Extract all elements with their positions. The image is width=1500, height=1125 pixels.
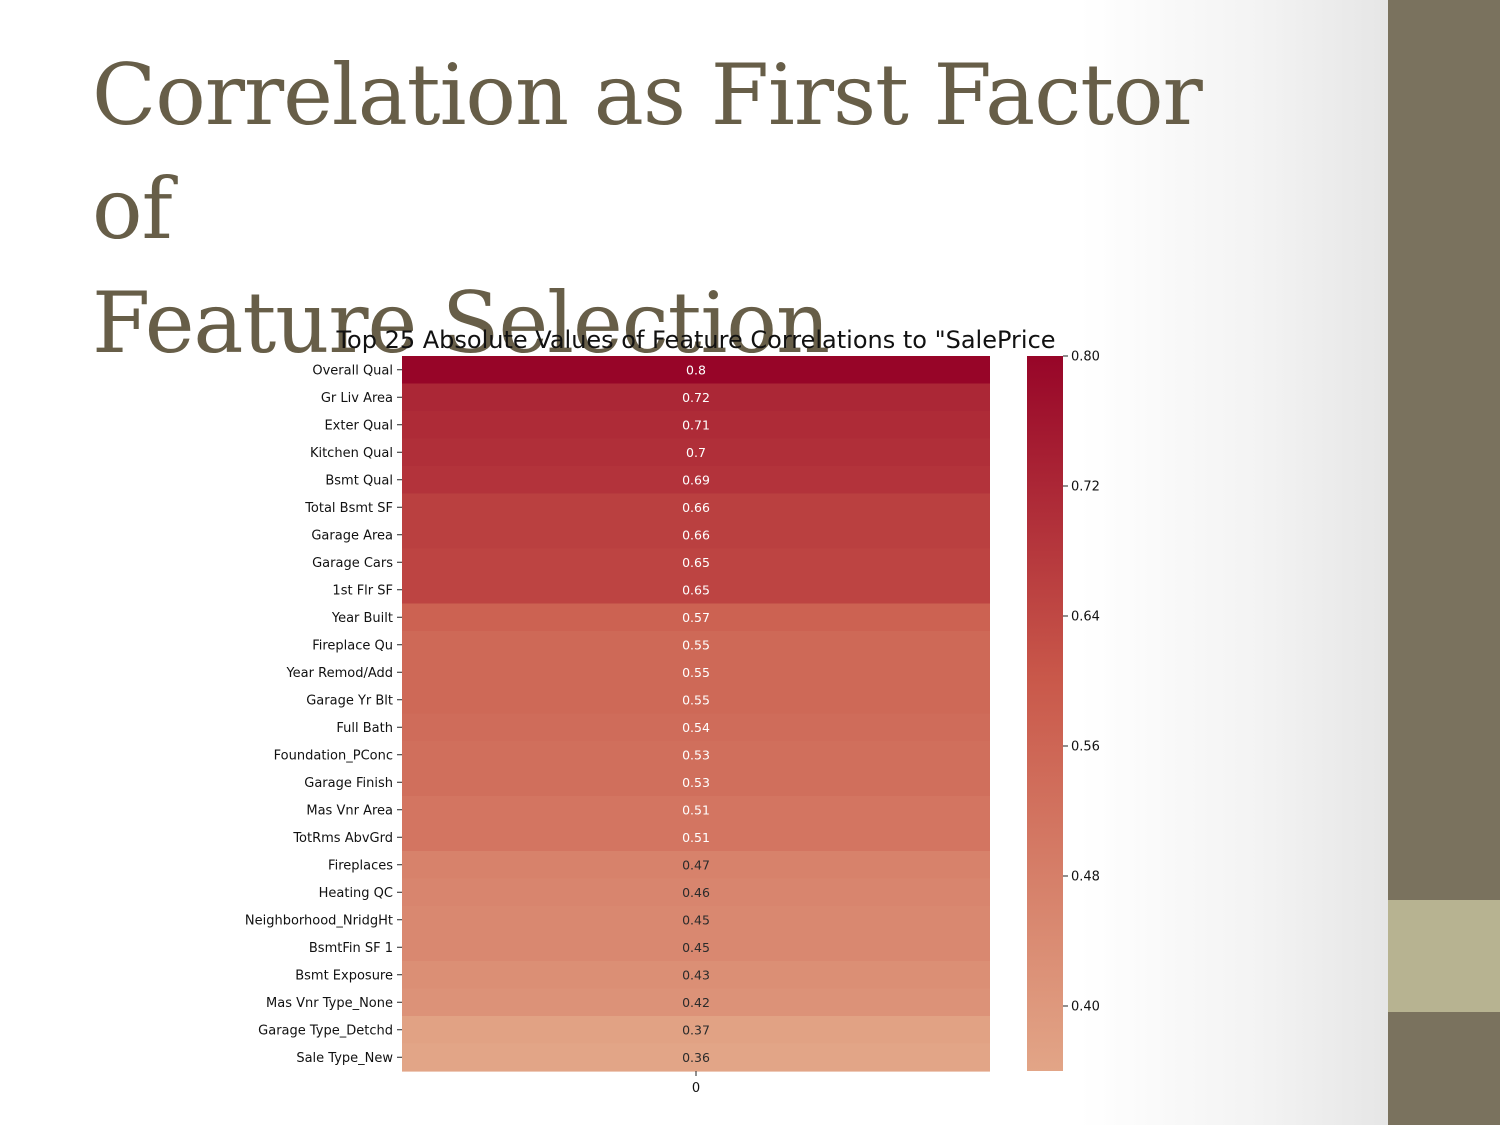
- heatmap-cell: [402, 356, 990, 385]
- heatmap-cell-value: 0.46: [682, 885, 710, 900]
- heatmap-row-label: Fireplaces: [328, 858, 393, 873]
- heatmap-row-labels: Overall Qual Gr Liv Area Exter Qual Kitchen…: [245, 363, 402, 1066]
- heatmap-cell-value: 0.65: [682, 582, 710, 597]
- x-tick-label: 0: [692, 1081, 700, 1096]
- heatmap-row-label: Fireplace Qu: [312, 638, 393, 653]
- heatmap-row-label: Exter Qual: [324, 418, 393, 433]
- heatmap-cell: [402, 741, 990, 770]
- heatmap-row-label: BsmtFin SF 1: [309, 941, 393, 956]
- colorbar-tick-label: 0.80: [1071, 350, 1100, 365]
- heatmap-cell: [402, 906, 990, 935]
- heatmap-row-label: Kitchen Qual: [310, 446, 393, 461]
- heatmap-cell: [402, 438, 990, 467]
- heatmap-row-label: Bsmt Qual: [325, 473, 393, 488]
- heatmap-cell: [402, 411, 990, 440]
- heatmap-cell: [402, 631, 990, 660]
- heatmap-row-label: Neighborhood_NridgHt: [245, 913, 393, 928]
- heatmap-cell-value: 0.45: [682, 912, 710, 927]
- heatmap-row-label: 1st Flr SF: [332, 583, 393, 598]
- heatmap-cell: [402, 658, 990, 687]
- heatmap-row-label: TotRms AbvGrd: [292, 831, 393, 846]
- heatmap-row-label: Garage Yr Blt: [306, 693, 393, 708]
- heatmap-cell-value: 0.51: [682, 802, 710, 817]
- colorbar-tick-label: 0.48: [1071, 870, 1100, 885]
- right-band-accent-block: [1388, 900, 1500, 1012]
- heatmap-cell: [402, 933, 990, 962]
- heatmap-row-label: Mas Vnr Type_None: [266, 996, 393, 1011]
- heatmap-row-label: Garage Type_Detchd: [258, 1023, 393, 1038]
- heatmap-cell-value: 0.57: [682, 610, 710, 625]
- colorbar-gradient: [1027, 356, 1063, 1071]
- heatmap-cell: [402, 851, 990, 880]
- heatmap-cells: 0.8 0.72 0.71 0.7 0.69 0.66 0.66 0.65 0.65 0.57 0.…: [402, 356, 990, 1072]
- heatmap-cell-value: 0.71: [682, 417, 710, 432]
- heatmap-cell: [402, 603, 990, 632]
- heatmap-row-label: Garage Area: [311, 528, 393, 543]
- heatmap-cell-value: 0.53: [682, 747, 710, 762]
- heatmap-cell: [402, 961, 990, 990]
- heatmap-x-axis: 0: [692, 1071, 700, 1096]
- heatmap-cell-value: 0.8: [686, 362, 706, 377]
- heatmap-cell-value: 0.55: [682, 665, 710, 680]
- heatmap-cell: [402, 548, 990, 577]
- heatmap-cell: [402, 768, 990, 797]
- heatmap-cell: [402, 576, 990, 605]
- heatmap-cell-value: 0.42: [682, 995, 710, 1010]
- heatmap-row-label: Overall Qual: [312, 363, 393, 378]
- heatmap-cell-value: 0.72: [682, 390, 710, 405]
- colorbar-tick-label: 0.40: [1071, 1000, 1100, 1015]
- heatmap-cell-value: 0.7: [686, 445, 706, 460]
- heatmap-row-label: Bsmt Exposure: [295, 968, 393, 983]
- heatmap-row-label: Year Built: [331, 611, 393, 626]
- heatmap-cell: [402, 1043, 990, 1072]
- heatmap-cell: [402, 878, 990, 907]
- colorbar-tick-label: 0.72: [1071, 480, 1100, 495]
- heatmap-cell: [402, 493, 990, 522]
- heatmap-cell: [402, 521, 990, 550]
- heatmap-cell-value: 0.66: [682, 500, 710, 515]
- heatmap-cell: [402, 988, 990, 1017]
- colorbar-tick-label: 0.56: [1071, 740, 1100, 755]
- heatmap-row-label: Garage Finish: [304, 776, 393, 791]
- heatmap-cell: [402, 796, 990, 825]
- heatmap-row-label: Gr Liv Area: [321, 391, 393, 406]
- heatmap-cell-value: 0.69: [682, 472, 710, 487]
- heatmap-row-label: Foundation_PConc: [274, 748, 393, 763]
- heatmap-row-label: Full Bath: [336, 721, 393, 736]
- heatmap-row-label: Garage Cars: [312, 556, 393, 571]
- heatmap-cell: [402, 713, 990, 742]
- heatmap-cell-value: 0.51: [682, 830, 710, 845]
- slide-title-line-1: Correlation as First Factor of: [92, 46, 1203, 258]
- colorbar: 0.80 0.72 0.64 0.56 0.48 0.40: [1027, 350, 1100, 1071]
- heatmap-cell: [402, 1016, 990, 1045]
- heatmap-cell: [402, 466, 990, 495]
- heatmap-cell-value: 0.36: [682, 1050, 710, 1065]
- heatmap-cell: [402, 686, 990, 715]
- heatmap-cell-value: 0.43: [682, 967, 710, 982]
- heatmap-cell-value: 0.53: [682, 775, 710, 790]
- heatmap-cell: [402, 383, 990, 412]
- heatmap-cell-value: 0.55: [682, 637, 710, 652]
- heatmap-cell-value: 0.37: [682, 1022, 710, 1037]
- heatmap-cell-value: 0.66: [682, 527, 710, 542]
- heatmap-cell-value: 0.55: [682, 692, 710, 707]
- heatmap-row-label: Total Bsmt SF: [304, 501, 393, 516]
- heatmap-row-label: Year Remod/Add: [285, 666, 393, 681]
- heatmap-row-label: Sale Type_New: [296, 1051, 393, 1066]
- heatmap-cell-value: 0.65: [682, 555, 710, 570]
- colorbar-tick-label: 0.64: [1071, 610, 1100, 625]
- heatmap-cell: [402, 823, 990, 852]
- heatmap-row-label: Heating QC: [319, 886, 393, 901]
- heatmap-cell-value: 0.54: [682, 720, 710, 735]
- chart-title: Top 25 Absolute Values of Feature Correl…: [335, 326, 1055, 354]
- heatmap-cell-value: 0.47: [682, 857, 710, 872]
- heatmap-row-label: Mas Vnr Area: [306, 803, 393, 818]
- slide-title: Correlation as First Factor of Feature S…: [92, 38, 1272, 380]
- slide-title-line-2: Feature Selection: [92, 274, 830, 372]
- heatmap-cell-value: 0.45: [682, 940, 710, 955]
